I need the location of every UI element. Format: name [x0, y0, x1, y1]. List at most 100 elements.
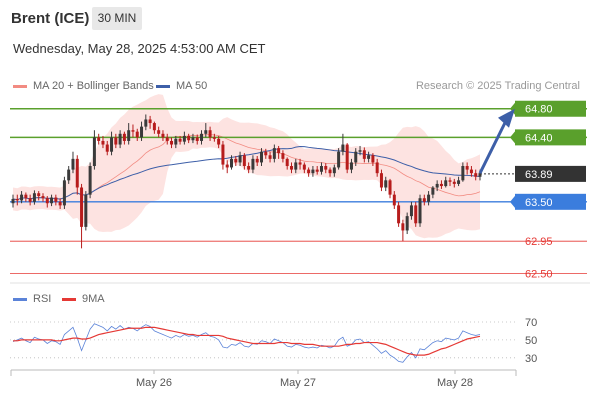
candle-body — [122, 133, 126, 141]
candle-body — [478, 173, 482, 177]
legend-ma50-label: MA 50 — [176, 80, 208, 92]
candle-body — [255, 158, 259, 163]
candle-body — [50, 197, 54, 204]
candle-body — [165, 137, 169, 141]
candle-body — [225, 164, 229, 168]
candle-body — [191, 137, 195, 141]
candle-body — [152, 123, 156, 131]
instrument-title: Brent (ICE) — [11, 10, 90, 27]
candle-body — [15, 198, 19, 201]
candle-body — [11, 198, 15, 204]
candle-body — [341, 144, 345, 152]
pivot-level-label: 63.50 — [525, 197, 553, 209]
rsi-tick-label: 50 — [525, 335, 537, 347]
candle-body — [212, 137, 216, 139]
rsi-line — [12, 323, 481, 363]
candle-body — [195, 137, 199, 141]
candle-body — [105, 144, 109, 152]
candle-body — [67, 169, 71, 181]
candle-body — [32, 193, 36, 202]
candle-body — [264, 151, 268, 156]
candle-body — [452, 181, 456, 184]
candle-body — [75, 158, 79, 188]
candle-body — [88, 166, 92, 195]
candle-body — [204, 130, 208, 134]
candle-body — [461, 166, 465, 181]
resistance-level-label: 64.40 — [525, 132, 553, 144]
candle-body — [392, 194, 396, 206]
candle-body — [332, 167, 336, 174]
current-level-label-box — [515, 165, 586, 182]
candle-body — [319, 166, 323, 172]
candle-body — [405, 216, 409, 231]
candle-body — [349, 162, 353, 170]
candle-body — [379, 173, 383, 188]
candle-body — [28, 198, 32, 202]
candle-body — [251, 158, 255, 170]
resistance-level-label-box — [515, 129, 586, 146]
candle-body — [474, 173, 478, 177]
candle-body — [144, 119, 148, 127]
candle-body — [328, 169, 332, 174]
candle-body — [20, 194, 24, 201]
pivot-level-label-box — [515, 193, 586, 210]
pivot-level-label-pointer — [510, 195, 515, 208]
x-tick-label: May 28 — [437, 377, 473, 389]
legend-9ma: 9MA — [62, 293, 105, 305]
candle-body — [375, 162, 379, 174]
candle-body — [230, 158, 234, 168]
candle-body — [285, 158, 289, 167]
resistance-level-label-box — [515, 100, 586, 117]
candle-body — [439, 183, 443, 187]
candle-body — [302, 164, 306, 170]
candle-body — [367, 155, 371, 159]
candle-body — [174, 138, 178, 145]
candle-body — [311, 169, 315, 174]
candle-body — [277, 148, 281, 154]
candle-body — [170, 140, 174, 145]
candle-body — [41, 196, 45, 199]
chart-datetime: Wednesday, May 28, 2025 4:53:00 AM CET — [13, 41, 266, 56]
candle-body — [354, 151, 358, 163]
rsi-9ma-line — [13, 326, 481, 356]
candle-body — [401, 223, 405, 231]
candle-body — [54, 197, 58, 202]
candle-body — [307, 169, 311, 174]
legend-bollinger: MA 20 + Bollinger Bands — [13, 80, 154, 92]
legend-bollinger-label: MA 20 + Bollinger Bands — [33, 80, 154, 92]
rsi-tick-label: 30 — [525, 353, 537, 365]
rsi-swatch — [13, 297, 27, 301]
candle-body — [238, 155, 242, 163]
legend-rsi: RSI — [13, 293, 51, 305]
candle-body — [101, 140, 105, 145]
ma50-swatch — [156, 84, 170, 88]
candle-body — [337, 151, 341, 168]
candle-body — [161, 133, 165, 138]
candle-body — [414, 205, 418, 224]
candle-body — [427, 194, 431, 202]
legend-ma50: MA 50 — [156, 80, 207, 92]
candle-body — [178, 138, 182, 142]
candle-body — [418, 198, 422, 224]
candle-body — [127, 130, 131, 141]
candle-body — [37, 193, 41, 197]
candle-body — [208, 130, 212, 138]
candle-body — [289, 166, 293, 170]
timeframe-button[interactable]: 30 MIN — [92, 7, 142, 30]
candle-body — [362, 150, 366, 159]
candle-body — [268, 155, 272, 159]
candle-body — [200, 133, 204, 141]
resistance-level-label-pointer — [510, 131, 515, 144]
research-credit: Research © 2025 Trading Central — [415, 80, 580, 92]
candle-body — [131, 130, 135, 132]
candle-body — [84, 194, 88, 227]
legend-9ma-label: 9MA — [82, 293, 105, 305]
candle-body — [388, 180, 392, 195]
candle-body — [118, 133, 122, 145]
candle-body — [457, 180, 461, 184]
candle-body — [298, 162, 302, 165]
support-level-label: 62.95 — [525, 236, 553, 248]
candle-body — [114, 137, 118, 145]
candle-body — [345, 144, 349, 170]
